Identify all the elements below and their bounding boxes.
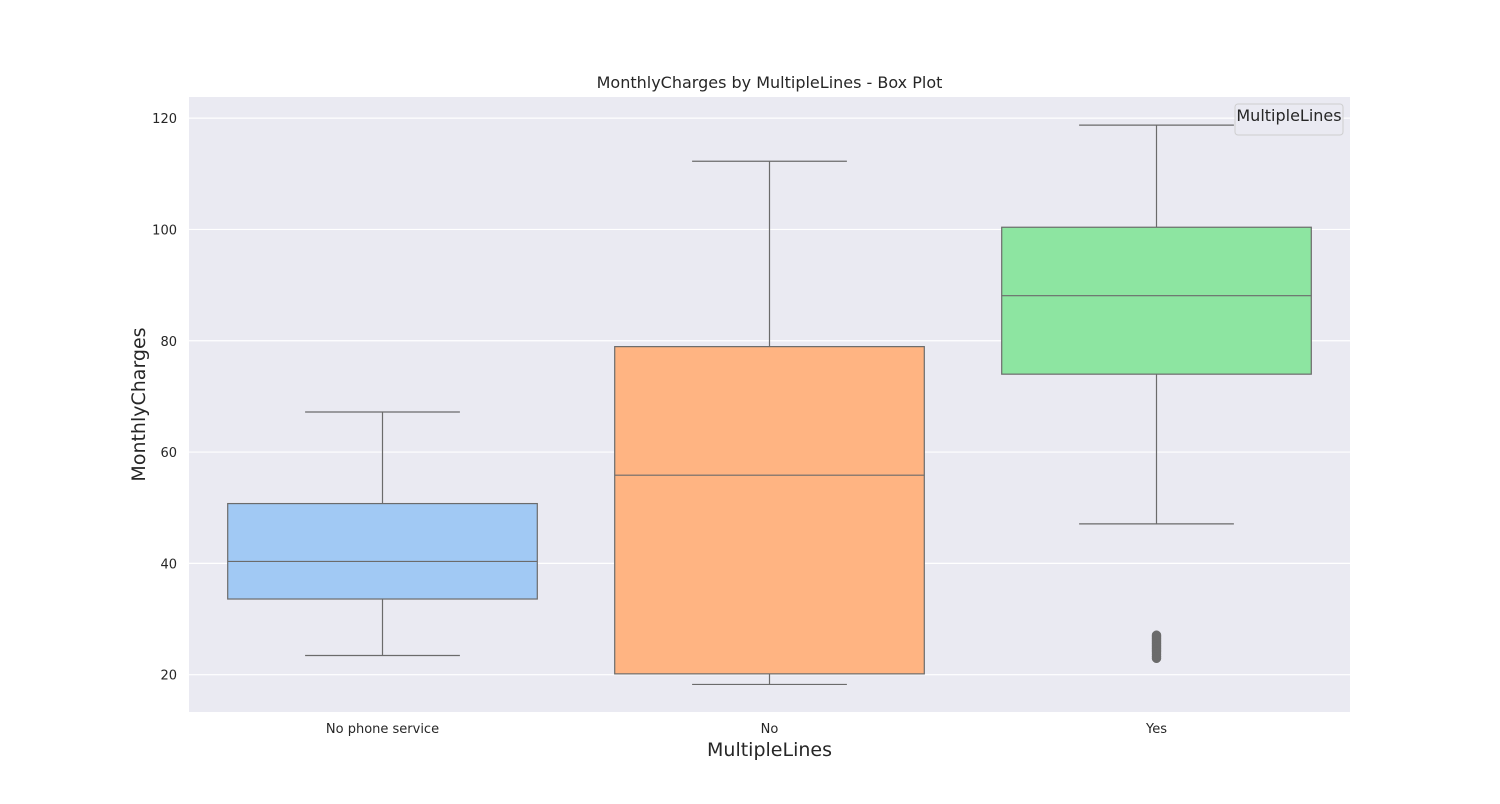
outlier-point bbox=[1151, 630, 1162, 640]
x-tick-label: No phone service bbox=[326, 722, 439, 737]
y-tick-label: 20 bbox=[160, 669, 177, 684]
y-tick-label: 120 bbox=[152, 112, 177, 127]
y-tick-label: 40 bbox=[160, 557, 177, 572]
box-group bbox=[227, 411, 538, 657]
y-axis-title: MonthlyCharges bbox=[128, 327, 150, 481]
boxes bbox=[227, 124, 1312, 686]
x-tick-label: No bbox=[761, 722, 779, 737]
chart-title: MonthlyCharges by MultipleLines - Box Pl… bbox=[597, 73, 943, 92]
iqr-box bbox=[227, 502, 538, 600]
y-tick-label: 60 bbox=[160, 446, 177, 461]
legend-title: MultipleLines bbox=[1236, 106, 1341, 125]
iqr-box bbox=[1001, 226, 1312, 375]
legend-frame bbox=[1234, 103, 1344, 136]
iqr-box bbox=[614, 346, 925, 675]
box-group bbox=[614, 160, 925, 686]
y-tick-label: 100 bbox=[152, 223, 177, 238]
y-tick-label: 80 bbox=[160, 335, 177, 350]
box-group bbox=[1001, 124, 1312, 664]
legend: MultipleLines bbox=[1234, 103, 1344, 136]
tick-labels: 20 40 60 80 100 120 No phone service No Yes bbox=[152, 112, 1167, 737]
x-axis-title: MultipleLines bbox=[707, 739, 832, 761]
x-tick-label: Yes bbox=[1145, 722, 1167, 737]
